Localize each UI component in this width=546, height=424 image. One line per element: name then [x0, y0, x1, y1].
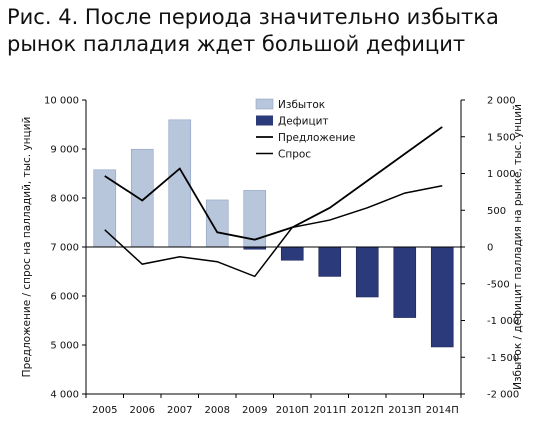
y-right-tick-label: 0: [487, 243, 493, 254]
y-right-tick-label: -1 000: [487, 316, 519, 327]
line-demand: [104, 185, 443, 278]
x-tick-label: 2013П: [388, 405, 421, 416]
y-left-tick-label: 4 000: [50, 390, 79, 401]
x-tick-label: 2008: [205, 405, 230, 416]
y-axis-left-title: Предложение / спрос на палладий, тыс. ун…: [21, 117, 33, 378]
y-right-tick-label: 500: [487, 206, 506, 217]
bar-deficit: [393, 246, 417, 318]
y-right-tick-label: 1 000: [487, 169, 516, 180]
line-supply: [104, 126, 443, 241]
x-tick-label: 2014П: [426, 405, 459, 416]
legend-label-supply: Предложение: [278, 132, 355, 144]
chart-title: Рис. 4. После периода значительно избытк…: [7, 5, 499, 56]
bar-deficit: [318, 246, 342, 277]
y-axis-right-title: Избыток / дефицит палладия на рынке, тыс…: [512, 104, 524, 390]
y-left-tick-label: 10 000: [44, 96, 79, 107]
bar-deficit: [430, 246, 454, 348]
x-tick-label: 2009: [242, 405, 267, 416]
y-right-tick-label: 1 500: [487, 132, 516, 143]
x-tick-label: 2006: [130, 405, 155, 416]
bar-deficit: [280, 246, 304, 261]
legend-swatch-surplus: [255, 98, 274, 110]
legend-label-demand: Спрос: [278, 149, 311, 161]
y-left-tick-label: 9 000: [50, 145, 79, 156]
x-tick-label: 2005: [92, 405, 117, 416]
y-left-tick-label: 5 000: [50, 341, 79, 352]
y-right-tick-label: -2 000: [487, 390, 519, 401]
legend-swatch-deficit: [256, 115, 273, 126]
bar-deficit: [355, 246, 379, 298]
y-right-tick-label: -500: [487, 279, 510, 290]
y-left-tick-label: 6 000: [50, 292, 79, 303]
legend-label-surplus: Избыток: [278, 99, 325, 111]
y-left-tick-label: 7 000: [50, 243, 79, 254]
y-right-tick-label: -1 500: [487, 353, 519, 364]
y-right-tick-label: 2 000: [487, 96, 516, 107]
x-tick-label: 2011П: [313, 405, 346, 416]
x-tick-label: 2007: [167, 405, 192, 416]
x-tick-label: 2012П: [351, 405, 384, 416]
bar-surplus: [205, 199, 229, 248]
legend-label-deficit: Дефицит: [278, 116, 329, 128]
y-left-tick-label: 8 000: [50, 194, 79, 205]
x-tick-label: 2010П: [276, 405, 309, 416]
bar-surplus: [130, 148, 154, 248]
